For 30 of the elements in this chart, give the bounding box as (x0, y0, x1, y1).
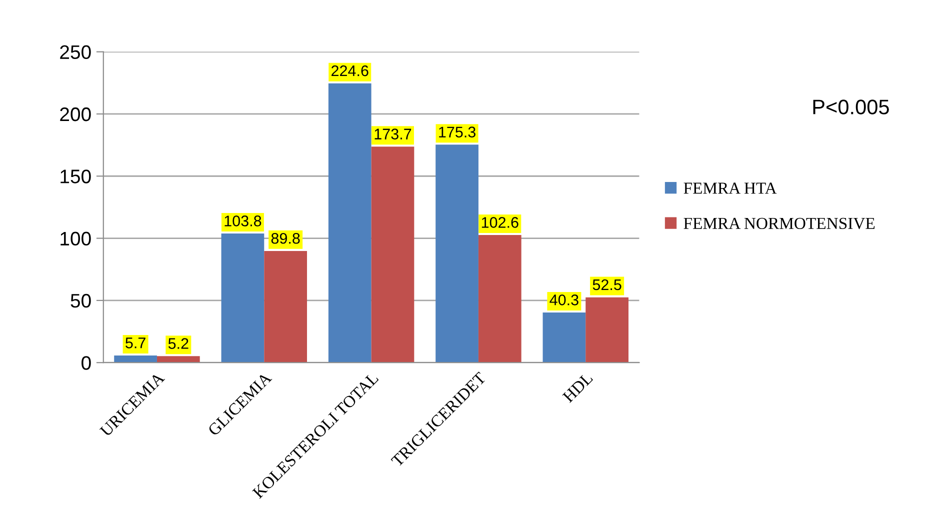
y-tick-label: 200 (60, 107, 91, 122)
bar (542, 312, 586, 363)
bar (328, 83, 372, 363)
data-label: 102.6 (482, 217, 518, 228)
bar (221, 234, 264, 363)
legend-label: FEMRA HTA (684, 182, 777, 194)
y-tick-label: 50 (70, 294, 91, 308)
data-label: 175.3 (439, 126, 476, 138)
y-tick-label: 100 (60, 232, 91, 246)
y-tick-label: 150 (60, 170, 91, 184)
data-label: 5.2 (168, 338, 188, 349)
data-label: 224.6 (332, 65, 368, 76)
bar (478, 235, 522, 363)
y-tick-label: 0 (82, 356, 91, 370)
bar (586, 297, 628, 363)
legend-label: FEMRA NORMOTENSIVE (684, 218, 875, 230)
bar (371, 146, 414, 363)
data-label: 40.3 (550, 294, 578, 306)
x-tick-label: HDL (562, 372, 594, 404)
y-tick-label: 250 (60, 45, 91, 60)
data-label: 173.7 (374, 128, 412, 140)
data-label: 89.8 (271, 232, 300, 244)
data-label: 52.5 (592, 279, 622, 290)
bar (264, 250, 308, 363)
data-label: 5.7 (126, 338, 146, 348)
data-label: 103.8 (224, 216, 262, 226)
bar (114, 356, 157, 363)
bar (156, 356, 200, 363)
bar (436, 144, 478, 363)
text: P<0.005 (813, 100, 889, 114)
